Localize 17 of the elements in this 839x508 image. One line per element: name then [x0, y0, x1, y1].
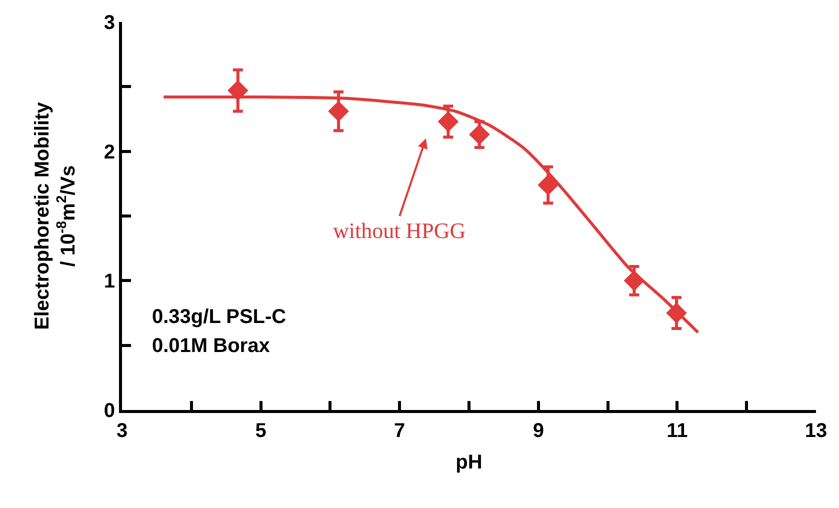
annotation: 0.01M Borax [152, 335, 270, 357]
annotation: 0.33g/L PSL-C [152, 306, 286, 328]
x-tick-label: 13 [804, 420, 828, 442]
y-tick-label: 1 [104, 270, 115, 293]
y-tick-label: 0 [104, 400, 115, 422]
x-axis-title: pH [456, 452, 482, 474]
x-tick-label: 9 [532, 420, 544, 442]
point [469, 124, 490, 145]
y-tick-label: 3 [104, 12, 115, 34]
annotation: without HPGG [333, 218, 466, 243]
point [438, 111, 459, 132]
x-tick-label: 5 [255, 420, 266, 442]
point [538, 174, 559, 196]
y-tick-label: 2 [104, 141, 115, 164]
x-tick-label: 11 [666, 420, 688, 442]
point [328, 100, 349, 122]
x-tick-label: 7 [394, 420, 406, 442]
